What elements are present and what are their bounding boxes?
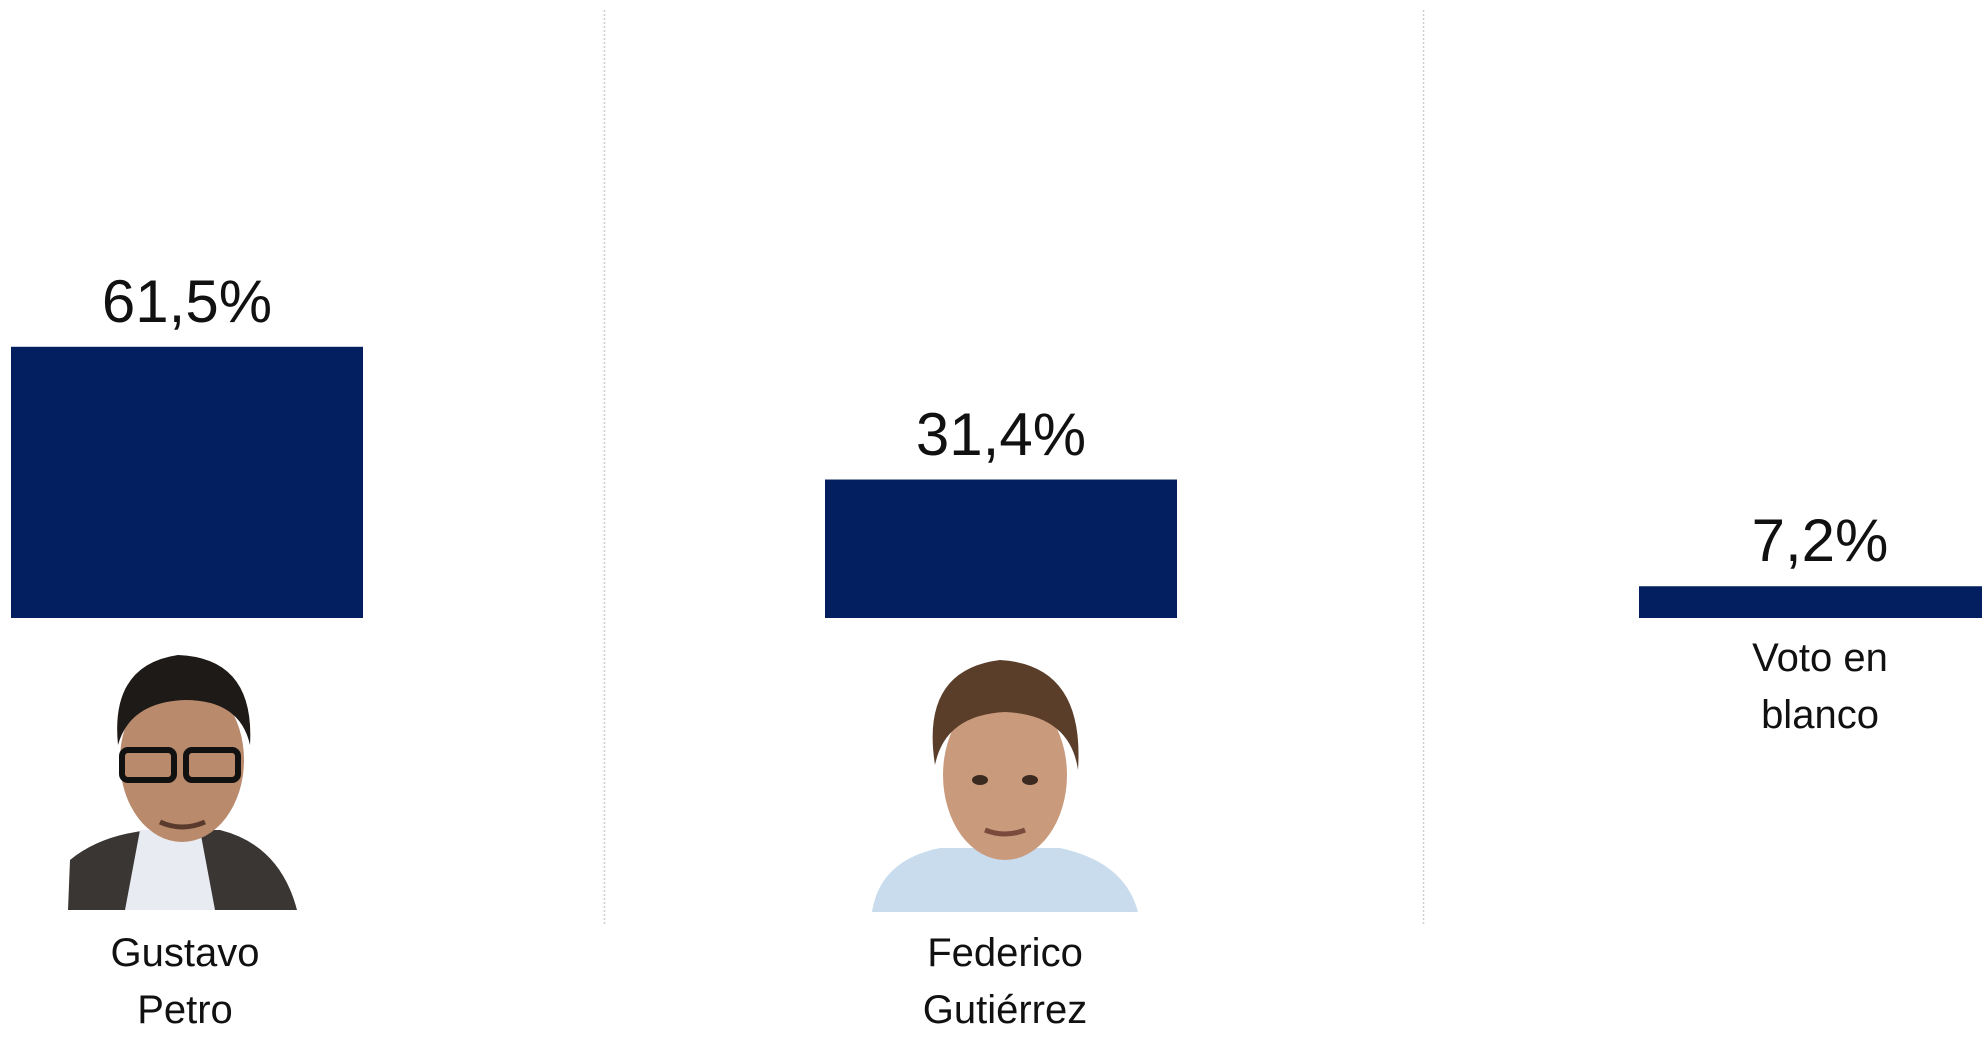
value-label: 31,4% [915, 400, 1087, 468]
category-label: Gustavo Petro [110, 931, 260, 1032]
value-label: 7,2% [1751, 507, 1889, 575]
bar [1639, 586, 1982, 618]
value-label: 61,5% [101, 267, 273, 335]
candidate-photo [872, 660, 1138, 912]
category-label: Federico Gutiérrez [922, 931, 1088, 1032]
bar [11, 346, 363, 618]
bar [825, 479, 1177, 618]
category-label: Voto en blanco [1752, 636, 1888, 737]
candidate-photo [68, 655, 297, 910]
